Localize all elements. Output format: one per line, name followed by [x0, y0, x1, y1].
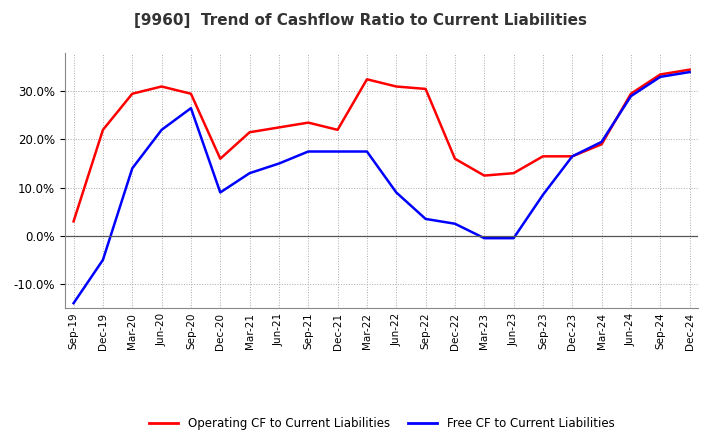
Free CF to Current Liabilities — [216, 190, 225, 195]
Operating CF to Current Liabilities — [216, 156, 225, 161]
Free CF to Current Liabilities — [363, 149, 372, 154]
Free CF to Current Liabilities — [186, 106, 195, 111]
Operating CF to Current Liabilities — [539, 154, 547, 159]
Free CF to Current Liabilities — [626, 93, 635, 99]
Free CF to Current Liabilities — [69, 301, 78, 306]
Free CF to Current Liabilities — [539, 192, 547, 198]
Text: [9960]  Trend of Cashflow Ratio to Current Liabilities: [9960] Trend of Cashflow Ratio to Curren… — [133, 13, 587, 28]
Line: Operating CF to Current Liabilities: Operating CF to Current Liabilities — [73, 70, 690, 221]
Free CF to Current Liabilities — [685, 70, 694, 75]
Operating CF to Current Liabilities — [451, 156, 459, 161]
Free CF to Current Liabilities — [421, 216, 430, 222]
Free CF to Current Liabilities — [568, 154, 577, 159]
Operating CF to Current Liabilities — [568, 154, 577, 159]
Operating CF to Current Liabilities — [157, 84, 166, 89]
Free CF to Current Liabilities — [656, 74, 665, 80]
Free CF to Current Liabilities — [157, 127, 166, 132]
Operating CF to Current Liabilities — [626, 91, 635, 96]
Free CF to Current Liabilities — [392, 190, 400, 195]
Operating CF to Current Liabilities — [274, 125, 283, 130]
Free CF to Current Liabilities — [480, 235, 489, 241]
Operating CF to Current Liabilities — [333, 127, 342, 132]
Free CF to Current Liabilities — [451, 221, 459, 226]
Free CF to Current Liabilities — [333, 149, 342, 154]
Operating CF to Current Liabilities — [363, 77, 372, 82]
Operating CF to Current Liabilities — [480, 173, 489, 178]
Free CF to Current Liabilities — [99, 257, 107, 263]
Line: Free CF to Current Liabilities: Free CF to Current Liabilities — [73, 72, 690, 303]
Operating CF to Current Liabilities — [304, 120, 312, 125]
Free CF to Current Liabilities — [246, 171, 254, 176]
Operating CF to Current Liabilities — [421, 86, 430, 92]
Operating CF to Current Liabilities — [246, 130, 254, 135]
Free CF to Current Liabilities — [509, 235, 518, 241]
Operating CF to Current Liabilities — [186, 91, 195, 96]
Operating CF to Current Liabilities — [598, 142, 606, 147]
Operating CF to Current Liabilities — [128, 91, 137, 96]
Operating CF to Current Liabilities — [509, 171, 518, 176]
Operating CF to Current Liabilities — [685, 67, 694, 72]
Operating CF to Current Liabilities — [392, 84, 400, 89]
Free CF to Current Liabilities — [274, 161, 283, 166]
Free CF to Current Liabilities — [128, 166, 137, 171]
Free CF to Current Liabilities — [598, 139, 606, 144]
Operating CF to Current Liabilities — [656, 72, 665, 77]
Operating CF to Current Liabilities — [99, 127, 107, 132]
Free CF to Current Liabilities — [304, 149, 312, 154]
Legend: Operating CF to Current Liabilities, Free CF to Current Liabilities: Operating CF to Current Liabilities, Fre… — [144, 412, 619, 435]
Operating CF to Current Liabilities — [69, 219, 78, 224]
